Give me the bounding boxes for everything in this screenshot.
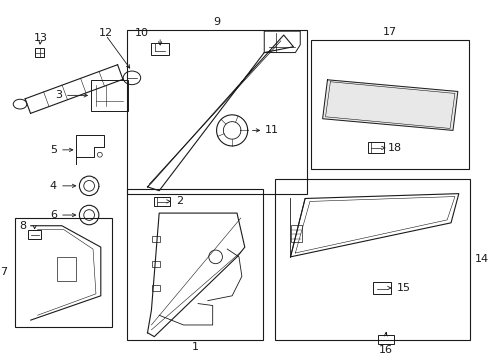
- Text: 13: 13: [33, 33, 47, 43]
- Bar: [91, 80, 128, 111]
- Text: 2: 2: [175, 197, 183, 206]
- Bar: [274, 179, 468, 339]
- Bar: [290, 225, 302, 242]
- Text: 15: 15: [396, 283, 410, 293]
- Bar: [152, 261, 160, 267]
- Text: 4: 4: [50, 181, 57, 191]
- Text: 9: 9: [213, 17, 220, 27]
- Text: 16: 16: [378, 345, 392, 355]
- Text: 14: 14: [473, 254, 488, 264]
- Bar: [127, 30, 306, 194]
- Bar: [15, 218, 112, 327]
- Bar: [151, 43, 168, 54]
- Bar: [57, 257, 76, 281]
- Bar: [372, 282, 390, 294]
- Bar: [28, 230, 41, 239]
- Text: 12: 12: [99, 28, 113, 38]
- Text: 10: 10: [134, 28, 148, 38]
- Text: 8: 8: [19, 221, 26, 231]
- Bar: [127, 189, 263, 339]
- Bar: [152, 237, 160, 242]
- Text: 11: 11: [264, 125, 279, 135]
- Text: 7: 7: [0, 267, 7, 278]
- Text: 5: 5: [50, 145, 57, 155]
- Text: 6: 6: [50, 210, 57, 220]
- Bar: [154, 197, 169, 206]
- Bar: [377, 335, 393, 345]
- Bar: [35, 48, 44, 58]
- Text: 17: 17: [382, 27, 396, 37]
- Bar: [367, 142, 383, 153]
- Text: 1: 1: [191, 342, 198, 352]
- Polygon shape: [322, 80, 457, 130]
- Bar: [152, 285, 160, 291]
- Bar: [310, 40, 468, 169]
- Text: 3: 3: [55, 90, 62, 100]
- Text: 18: 18: [387, 143, 401, 153]
